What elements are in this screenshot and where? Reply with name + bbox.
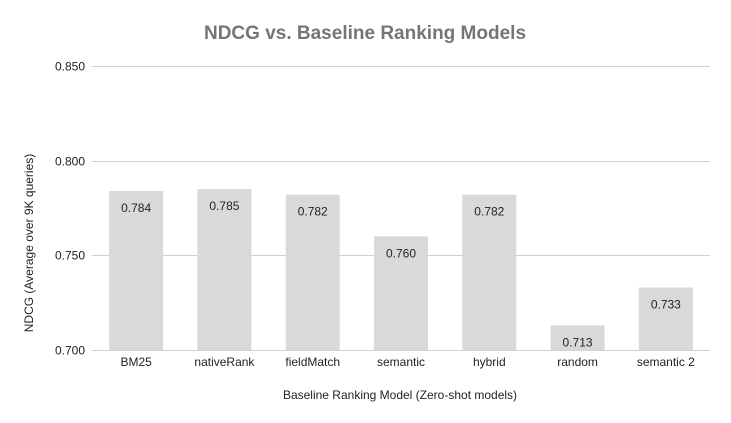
x-tick-label: fieldMatch bbox=[285, 355, 340, 369]
x-axis-label: Baseline Ranking Model (Zero-shot models… bbox=[283, 388, 517, 402]
bar bbox=[197, 189, 252, 350]
bar bbox=[374, 236, 428, 350]
x-tick-label: nativeRank bbox=[194, 355, 255, 369]
bar bbox=[285, 194, 340, 350]
data-label: 0.713 bbox=[563, 335, 593, 349]
bar bbox=[638, 287, 693, 350]
data-label: 0.760 bbox=[386, 246, 416, 260]
y-tick-label: 0.700 bbox=[55, 344, 85, 358]
x-tick-label: random bbox=[557, 355, 598, 369]
bar bbox=[109, 190, 164, 350]
gridlines bbox=[92, 66, 710, 351]
y-tick-label: 0.750 bbox=[55, 249, 85, 263]
x-axis-ticks: BM25 nativeRank fieldMatch semantic hybrid ra… bbox=[120, 355, 695, 369]
y-tick-label: 0.850 bbox=[55, 60, 85, 74]
chart-title: NDCG vs. Baseline Ranking Models bbox=[204, 23, 526, 44]
data-label: 0.782 bbox=[474, 205, 504, 219]
data-labels: 0.784 0.785 0.782 0.760 0.782 0.713 0.733 bbox=[121, 199, 681, 349]
data-label: 0.733 bbox=[651, 298, 681, 312]
x-tick-label: BM25 bbox=[120, 355, 152, 369]
data-label: 0.782 bbox=[298, 205, 328, 219]
x-tick-label: semantic bbox=[377, 355, 425, 369]
bar bbox=[550, 325, 605, 350]
y-axis-label: NDCG (Average over 9K queries) bbox=[22, 154, 36, 333]
y-tick-label: 0.800 bbox=[55, 155, 85, 169]
bar bbox=[462, 194, 517, 350]
y-axis-ticks: 0.700 0.750 0.800 0.850 bbox=[55, 60, 85, 358]
data-label: 0.785 bbox=[209, 199, 239, 213]
bars bbox=[109, 189, 693, 350]
x-tick-label: semantic 2 bbox=[637, 355, 695, 369]
data-label: 0.784 bbox=[121, 201, 151, 215]
x-tick-label: hybrid bbox=[473, 355, 506, 369]
